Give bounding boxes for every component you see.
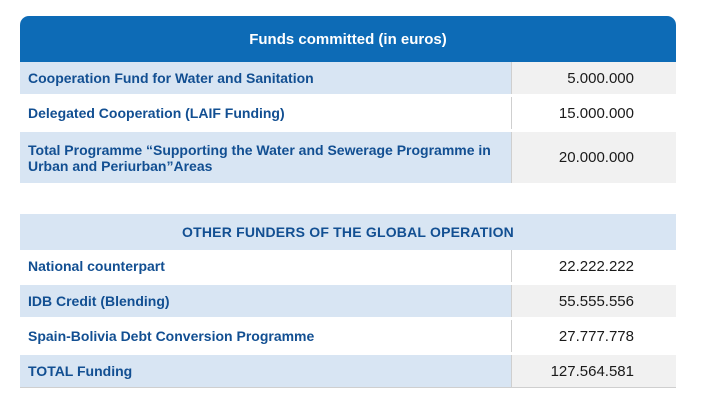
row-value: 55.555.556 (511, 285, 676, 317)
table-row: Delegated Cooperation (LAIF Funding) 15.… (20, 97, 676, 132)
row-label: Cooperation Fund for Water and Sanitatio… (20, 62, 511, 94)
other-funders-header: OTHER FUNDERS OF THE GLOBAL OPERATION (20, 214, 676, 250)
row-label: Spain-Bolivia Debt Conversion Programme (20, 320, 511, 352)
row-value: 27.777.778 (511, 320, 676, 352)
row-value: 20.000.000 (511, 132, 676, 183)
row-label: Delegated Cooperation (LAIF Funding) (20, 97, 511, 129)
row-label: IDB Credit (Blending) (20, 285, 511, 317)
table-row: Spain-Bolivia Debt Conversion Programme … (20, 320, 676, 355)
row-label: National counterpart (20, 250, 511, 282)
table-row: Cooperation Fund for Water and Sanitatio… (20, 62, 676, 97)
table-row: Total Programme “Supporting the Water an… (20, 132, 676, 183)
table-row: National counterpart 22.222.222 (20, 250, 676, 285)
funds-committed-table: Funds committed (in euros) Cooperation F… (20, 16, 676, 183)
funds-committed-header: Funds committed (in euros) (20, 16, 676, 62)
table-row: IDB Credit (Blending) 55.555.556 (20, 285, 676, 320)
total-label: TOTAL Funding (20, 355, 511, 387)
row-label: Total Programme “Supporting the Water an… (20, 132, 511, 183)
row-value: 5.000.000 (511, 62, 676, 94)
row-value: 15.000.000 (511, 97, 676, 129)
row-value: 22.222.222 (511, 250, 676, 282)
table-row-total: TOTAL Funding 127.564.581 (20, 355, 676, 388)
other-funders-table: OTHER FUNDERS OF THE GLOBAL OPERATION Na… (20, 214, 676, 388)
total-value: 127.564.581 (511, 355, 676, 387)
